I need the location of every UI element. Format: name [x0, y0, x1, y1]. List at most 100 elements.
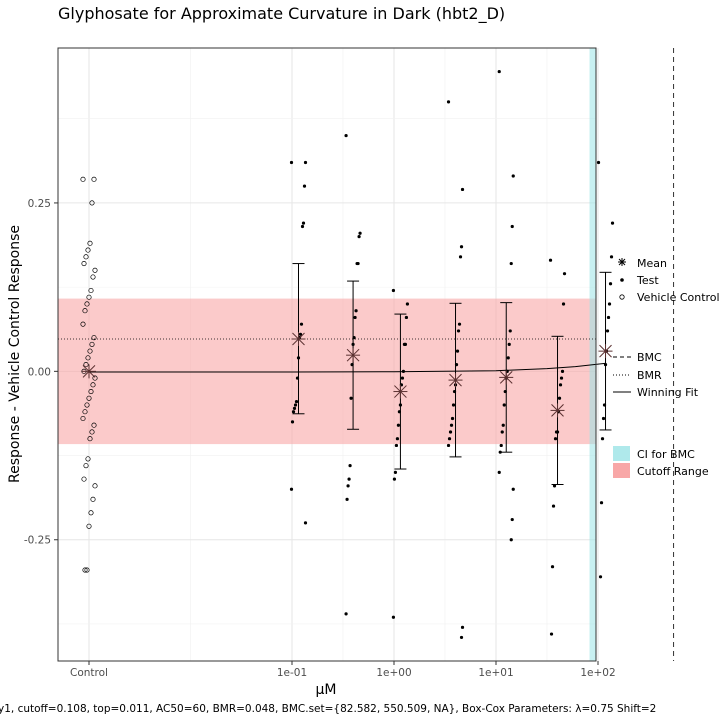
test-point	[497, 470, 501, 474]
test-point	[402, 342, 407, 346]
test-point	[446, 100, 451, 104]
test-point	[393, 470, 398, 474]
test-point	[599, 501, 604, 505]
control-point	[82, 409, 88, 415]
legend-mean-label: Mean	[637, 257, 667, 270]
test-point	[501, 423, 505, 427]
mean-marker	[598, 344, 613, 359]
control-point	[86, 294, 92, 300]
test-point	[553, 437, 558, 441]
test-point	[559, 376, 564, 380]
test-point	[451, 403, 456, 407]
test-point	[302, 184, 307, 188]
ci-for-bmc-band	[589, 48, 596, 661]
test-point	[446, 443, 451, 448]
control-point	[80, 415, 86, 422]
test-point	[510, 224, 514, 229]
control-point	[84, 567, 90, 573]
test-point	[448, 430, 453, 434]
test-point	[391, 288, 396, 293]
test-point	[358, 231, 362, 235]
test-point	[299, 322, 304, 326]
control-point	[92, 267, 98, 273]
y-axis-title: Response - Vehicle Control Response	[7, 225, 23, 483]
control-point	[92, 483, 98, 489]
control-point	[86, 395, 92, 401]
control-point	[88, 287, 94, 294]
legend-bmr-label: BMR	[637, 369, 662, 382]
test-point	[601, 416, 606, 421]
control-point	[86, 523, 92, 529]
test-point	[610, 221, 615, 225]
test-point	[499, 443, 503, 448]
test-point	[548, 258, 553, 262]
test-point	[396, 423, 401, 427]
test-point	[289, 487, 294, 491]
test-point	[293, 403, 298, 407]
test-point	[300, 224, 305, 229]
test-point	[550, 565, 555, 569]
test-point	[562, 272, 567, 276]
test-point	[449, 423, 454, 427]
control-point	[89, 200, 95, 206]
test-point	[456, 329, 461, 333]
test-point	[303, 521, 308, 525]
legend-cutoff: Cutoff Range	[613, 463, 709, 478]
test-point	[347, 477, 351, 481]
test-point	[447, 437, 452, 441]
legend-vehicle-control: Vehicle Control	[619, 291, 720, 304]
mean-marker	[448, 373, 463, 388]
legend-bmc: BMC	[613, 351, 662, 364]
legend-mean-marker	[618, 258, 626, 266]
test-point	[598, 575, 603, 579]
test-point	[605, 329, 610, 333]
test-point	[606, 315, 611, 320]
x-tick-label: 1e+02	[580, 667, 615, 679]
y-tick-label: 0.25	[28, 198, 51, 210]
mean-marker	[82, 364, 96, 379]
mean-marker	[291, 332, 306, 347]
test-point	[353, 315, 357, 320]
control-point	[91, 176, 97, 182]
control-point	[85, 247, 91, 253]
legend: Mean Test Vehicle Control BMC BMR Winnin…	[613, 257, 720, 478]
test-point	[558, 383, 563, 387]
legend-test: Test	[620, 274, 659, 287]
cutoff-range-band	[58, 298, 596, 445]
test-point	[348, 464, 352, 468]
test-point	[511, 487, 515, 491]
legend-control-label: Vehicle Control	[637, 291, 720, 304]
mean-markers	[82, 332, 613, 418]
control-point	[81, 261, 87, 267]
test-point	[557, 396, 562, 400]
control-point	[84, 301, 90, 307]
test-point	[357, 235, 361, 239]
test-point	[354, 309, 358, 313]
control-point	[82, 308, 88, 314]
plot-border	[57, 47, 597, 662]
test-point	[450, 416, 455, 421]
test-point	[561, 302, 566, 306]
test-point	[506, 356, 510, 360]
test-point	[608, 282, 613, 286]
test-point	[290, 420, 295, 424]
test-point	[405, 302, 410, 306]
test-point	[349, 396, 353, 400]
test-point	[404, 315, 409, 320]
control-point	[88, 388, 94, 395]
test-point	[289, 160, 294, 165]
legend-ci: CI for BMC	[613, 446, 695, 461]
test-point	[500, 430, 504, 434]
test-point	[395, 437, 400, 441]
test-point	[497, 69, 501, 74]
x-tick-label: 1e+00	[376, 667, 411, 679]
chart-title: Glyphosate for Approximate Curvature in …	[58, 4, 505, 24]
control-point	[82, 567, 88, 573]
test-point	[457, 322, 462, 326]
test-point	[551, 504, 556, 508]
test-point	[291, 410, 296, 414]
control-point	[81, 476, 87, 482]
legend-ci-label: CI for BMC	[637, 448, 695, 461]
control-point	[92, 375, 98, 381]
control-point	[80, 321, 86, 327]
